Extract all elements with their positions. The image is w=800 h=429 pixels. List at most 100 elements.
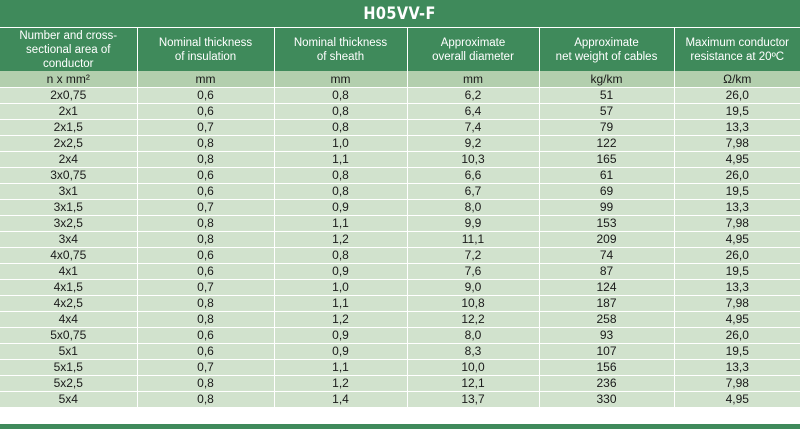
cell-diameter: 7,2 xyxy=(407,247,540,264)
cell-weight: 74 xyxy=(539,247,675,264)
cell-resistance: 4,95 xyxy=(674,151,800,168)
cell-sheath: 1,2 xyxy=(274,311,408,328)
cell-insulation: 0,8 xyxy=(137,295,275,312)
cell-sheath: 0,8 xyxy=(274,87,408,104)
cell-resistance: 7,98 xyxy=(674,215,800,232)
cell-insulation: 0,8 xyxy=(137,215,275,232)
cell-resistance: 4,95 xyxy=(674,311,800,328)
cell-insulation: 0,7 xyxy=(137,279,275,296)
cell-weight: 51 xyxy=(539,87,675,104)
cell-weight: 87 xyxy=(539,263,675,280)
cell-sheath: 0,8 xyxy=(274,119,408,136)
cell-conductor: 3x1,5 xyxy=(0,199,138,216)
column-header-resistance: Maximum conductor resistance at 20ºC xyxy=(674,28,800,71)
cell-resistance: 4,95 xyxy=(674,231,800,248)
cell-sheath: 1,2 xyxy=(274,231,408,248)
cell-diameter: 11,1 xyxy=(407,231,540,248)
cell-resistance: 7,98 xyxy=(674,295,800,312)
cell-diameter: 7,4 xyxy=(407,119,540,136)
cell-sheath: 1,0 xyxy=(274,135,408,152)
cell-conductor: 2x1,5 xyxy=(0,119,138,136)
table-row: 5x1,5 0,7 1,1 10,0 156 13,3 xyxy=(0,359,800,376)
cell-insulation: 0,7 xyxy=(137,199,275,216)
cell-conductor: 3x0,75 xyxy=(0,167,138,184)
table-row: 3x1,5 0,7 0,9 8,0 99 13,3 xyxy=(0,199,800,216)
table-row: 2x0,75 0,6 0,8 6,2 51 26,0 xyxy=(0,87,800,104)
cell-diameter: 6,4 xyxy=(407,103,540,120)
table-row: 4x1,5 0,7 1,0 9,0 124 13,3 xyxy=(0,279,800,296)
cell-conductor: 3x2,5 xyxy=(0,215,138,232)
cell-weight: 124 xyxy=(539,279,675,296)
table-row: 4x4 0,8 1,2 12,2 258 4,95 xyxy=(0,311,800,328)
cell-insulation: 0,7 xyxy=(137,359,275,376)
spec-table: Number and cross- sectional area of cond… xyxy=(0,28,800,408)
cell-resistance: 13,3 xyxy=(674,119,800,136)
cell-diameter: 9,9 xyxy=(407,215,540,232)
cell-conductor: 5x2,5 xyxy=(0,375,138,392)
cell-sheath: 1,2 xyxy=(274,375,408,392)
cell-sheath: 0,9 xyxy=(274,199,408,216)
cell-sheath: 0,8 xyxy=(274,183,408,200)
cell-weight: 99 xyxy=(539,199,675,216)
column-header-weight: Approximate net weight of cables xyxy=(539,28,675,71)
column-header-sheath: Nominal thickness of sheath xyxy=(274,28,408,71)
cell-weight: 187 xyxy=(539,295,675,312)
cell-weight: 209 xyxy=(539,231,675,248)
cell-resistance: 26,0 xyxy=(674,327,800,344)
unit-diameter: mm xyxy=(407,71,540,88)
cell-diameter: 8,0 xyxy=(407,327,540,344)
cell-weight: 236 xyxy=(539,375,675,392)
cell-resistance: 7,98 xyxy=(674,135,800,152)
table-row: 3x2,5 0,8 1,1 9,9 153 7,98 xyxy=(0,215,800,232)
cell-diameter: 8,0 xyxy=(407,199,540,216)
cell-conductor: 5x0,75 xyxy=(0,327,138,344)
cell-resistance: 26,0 xyxy=(674,167,800,184)
unit-weight: kg/km xyxy=(539,71,675,88)
cell-conductor: 4x1 xyxy=(0,263,138,280)
cell-conductor: 4x4 xyxy=(0,311,138,328)
cell-insulation: 0,8 xyxy=(137,391,275,408)
cell-conductor: 3x4 xyxy=(0,231,138,248)
cell-diameter: 6,6 xyxy=(407,167,540,184)
table-row: 3x0,75 0,6 0,8 6,6 61 26,0 xyxy=(0,167,800,184)
cell-insulation: 0,8 xyxy=(137,375,275,392)
cell-diameter: 10,3 xyxy=(407,151,540,168)
cell-conductor: 5x4 xyxy=(0,391,138,408)
cell-insulation: 0,7 xyxy=(137,119,275,136)
cell-weight: 153 xyxy=(539,215,675,232)
table-title: H05VV-F xyxy=(363,3,437,24)
table-row: 4x1 0,6 0,9 7,6 87 19,5 xyxy=(0,263,800,280)
table-row: 2x2,5 0,8 1,0 9,2 122 7,98 xyxy=(0,135,800,152)
cell-conductor: 3x1 xyxy=(0,183,138,200)
cell-insulation: 0,6 xyxy=(137,183,275,200)
table-body: 2x0,75 0,6 0,8 6,2 51 26,0 2x1 0,6 0,8 6,4 57 19,5 2… xyxy=(0,87,800,408)
cell-insulation: 0,6 xyxy=(137,247,275,264)
cell-weight: 156 xyxy=(539,359,675,376)
cell-weight: 61 xyxy=(539,167,675,184)
cell-insulation: 0,8 xyxy=(137,231,275,248)
title-bar: H05VV-F xyxy=(0,0,800,28)
table-row: 3x4 0,8 1,2 11,1 209 4,95 xyxy=(0,231,800,248)
cell-diameter: 12,2 xyxy=(407,311,540,328)
table-row: 4x2,5 0,8 1,1 10,8 187 7,98 xyxy=(0,295,800,312)
cell-weight: 107 xyxy=(539,343,675,360)
cell-sheath: 1,0 xyxy=(274,279,408,296)
cell-weight: 122 xyxy=(539,135,675,152)
table-row: 5x4 0,8 1,4 13,7 330 4,95 xyxy=(0,391,800,408)
cell-sheath: 0,9 xyxy=(274,327,408,344)
cell-resistance: 13,3 xyxy=(674,359,800,376)
cell-sheath: 1,1 xyxy=(274,359,408,376)
cell-weight: 258 xyxy=(539,311,675,328)
table-row: 3x1 0,6 0,8 6,7 69 19,5 xyxy=(0,183,800,200)
cell-resistance: 13,3 xyxy=(674,199,800,216)
cell-conductor: 2x0,75 xyxy=(0,87,138,104)
cell-diameter: 8,3 xyxy=(407,343,540,360)
cell-resistance: 13,3 xyxy=(674,279,800,296)
cell-sheath: 0,9 xyxy=(274,343,408,360)
table-row: 5x2,5 0,8 1,2 12,1 236 7,98 xyxy=(0,375,800,392)
header-row: Number and cross- sectional area of cond… xyxy=(0,28,800,71)
cell-sheath: 1,1 xyxy=(274,151,408,168)
column-header-diameter: Approximate overall diameter xyxy=(407,28,540,71)
cell-conductor: 5x1,5 xyxy=(0,359,138,376)
